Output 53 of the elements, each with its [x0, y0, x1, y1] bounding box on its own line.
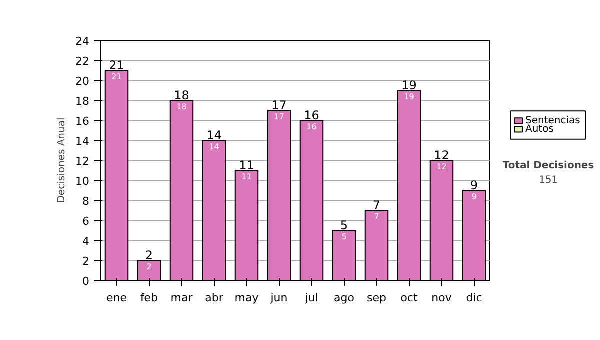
- y-tick-label: 18: [76, 95, 90, 108]
- total-label: 21: [109, 58, 124, 72]
- data-label: 14: [209, 142, 220, 152]
- x-tick-label: nov: [432, 292, 452, 304]
- data-label: 9: [472, 192, 477, 202]
- data-label: 5: [342, 232, 347, 242]
- data-label: 17: [274, 112, 284, 122]
- y-tick-label: 4: [82, 235, 90, 248]
- y-tick-label: 12: [76, 155, 90, 168]
- x-tick-label: abr: [205, 292, 224, 304]
- data-label: 19: [404, 92, 414, 102]
- total-label: 7: [372, 198, 381, 212]
- y-tick-label: 6: [82, 215, 90, 228]
- total-label: 2: [145, 248, 154, 262]
- y-tick-label: 16: [76, 115, 90, 128]
- total-label: 5: [340, 218, 348, 232]
- total-label: 11: [239, 158, 254, 172]
- y-tick-label: 0: [82, 275, 90, 288]
- data-label: 11: [242, 172, 252, 182]
- text: Total Decisiones: [502, 160, 594, 172]
- x-tick-label: may: [234, 292, 260, 304]
- data-label: 16: [306, 122, 317, 132]
- y-tick-label: 20: [76, 75, 90, 88]
- x-tick-label: ene: [106, 292, 128, 304]
- legend-label: Autos: [526, 124, 554, 135]
- x-tick-label: ago: [334, 292, 355, 304]
- total-label: 17: [272, 98, 287, 112]
- x-tick-label: mar: [170, 292, 194, 304]
- text: 151: [538, 174, 558, 186]
- x-tick-label: oct: [400, 292, 418, 304]
- y-axis-title: Decisiones Anual: [56, 118, 68, 204]
- y-tick-label: 14: [76, 135, 90, 148]
- total-label: 16: [304, 108, 320, 122]
- total-label: 12: [434, 148, 450, 162]
- data-label: 2: [146, 262, 152, 272]
- total-label: 19: [402, 78, 417, 92]
- total-label: 9: [470, 178, 478, 192]
- y-tick-label: 10: [76, 175, 90, 188]
- y-tick-label: 24: [76, 35, 90, 48]
- data-label: 7: [374, 212, 380, 222]
- y-tick-label: 8: [82, 195, 90, 208]
- x-tick-label: jun: [270, 292, 288, 304]
- x-tick-label: feb: [140, 292, 158, 304]
- x-tick-label: sep: [367, 292, 387, 304]
- total-label: 18: [174, 88, 190, 102]
- y-tick-label: 2: [82, 255, 90, 268]
- y-tick-label: 22: [76, 55, 90, 68]
- data-label: 21: [112, 72, 122, 82]
- x-tick-label: jul: [304, 292, 318, 304]
- total-label: 14: [206, 128, 222, 142]
- data-label: 18: [176, 102, 187, 112]
- x-tick-label: dic: [466, 292, 482, 304]
- data-label: 12: [436, 162, 447, 172]
